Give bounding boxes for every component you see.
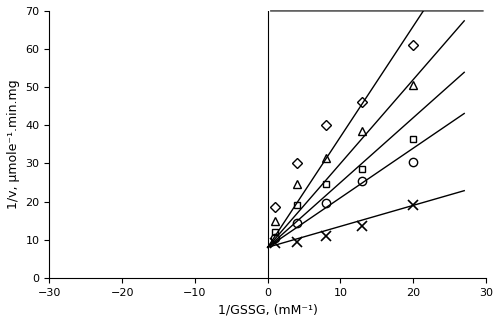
- X-axis label: 1/GSSG, (mM⁻¹): 1/GSSG, (mM⁻¹): [218, 303, 318, 316]
- Y-axis label: 1/v, μmole⁻¹.min.mg: 1/v, μmole⁻¹.min.mg: [7, 79, 20, 209]
